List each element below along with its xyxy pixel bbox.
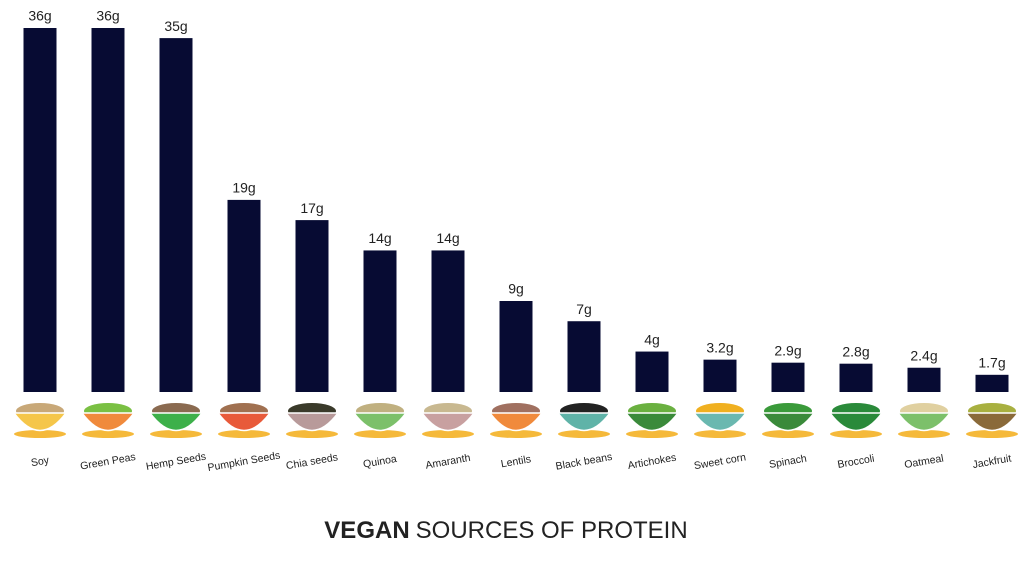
bar — [567, 321, 601, 392]
bar — [839, 363, 873, 392]
icon-shadow — [286, 430, 338, 438]
value-label: 1.7g — [978, 355, 1005, 371]
category-label: Quinoa — [362, 453, 398, 471]
bar — [295, 220, 329, 392]
icon-shadow — [354, 430, 406, 438]
bar — [771, 362, 805, 392]
icon-shadow — [830, 430, 882, 438]
category-label: Broccoli — [837, 453, 876, 471]
icon-bowl — [556, 412, 612, 432]
title-bold: VEGAN — [324, 517, 409, 544]
value-label: 35g — [164, 18, 187, 34]
category-label: Lentils — [500, 453, 532, 470]
bar — [23, 28, 57, 392]
icon-bowl — [80, 412, 136, 432]
icon-shadow — [694, 430, 746, 438]
category-label: Spinach — [768, 453, 808, 471]
category-label: Hemp Seeds — [145, 451, 207, 473]
value-label: 36g — [96, 8, 119, 24]
bar — [159, 38, 193, 392]
icon-shadow — [898, 430, 950, 438]
chart-title: VEGAN SOURCES OF PROTEIN — [324, 517, 687, 544]
icon-bowl — [828, 412, 884, 432]
value-label: 14g — [436, 230, 459, 246]
icon-shadow — [966, 430, 1018, 438]
icon-bowl — [488, 412, 544, 432]
bar — [975, 374, 1009, 392]
icon-shadow — [762, 430, 814, 438]
bar — [635, 351, 669, 392]
value-label: 4g — [644, 331, 660, 347]
icon-shadow — [218, 430, 270, 438]
category-label: Black beans — [555, 451, 613, 473]
icon-shadow — [14, 430, 66, 438]
value-label: 36g — [28, 8, 51, 24]
bar — [499, 301, 533, 392]
icon-shadow — [558, 430, 610, 438]
value-label: 3.2g — [706, 339, 733, 355]
value-label: 2.4g — [910, 347, 937, 363]
value-label: 9g — [508, 281, 524, 297]
value-label: 2.9g — [774, 342, 801, 358]
bar — [91, 28, 125, 392]
icon-bowl — [148, 412, 204, 432]
value-label: 17g — [300, 200, 323, 216]
icon-bowl — [624, 412, 680, 432]
value-label: 19g — [232, 180, 255, 196]
category-label: Jackfruit — [972, 452, 1013, 471]
bar — [431, 250, 465, 392]
category-label: Pumpkin Seeds — [207, 449, 282, 474]
bar — [363, 250, 397, 392]
title-rest: SOURCES OF PROTEIN — [416, 517, 688, 544]
icon-bowl — [420, 412, 476, 432]
icon-bowl — [216, 412, 272, 432]
icon-bowl — [12, 412, 68, 432]
icon-shadow — [422, 430, 474, 438]
bar — [907, 367, 941, 392]
icon-bowl — [692, 412, 748, 432]
category-label: Chia seeds — [285, 451, 339, 472]
category-label: Oatmeal — [903, 452, 944, 471]
icon-shadow — [82, 430, 134, 438]
category-label: Soy — [30, 454, 51, 469]
icon-bowl — [352, 412, 408, 432]
value-label: 14g — [368, 230, 391, 246]
category-label: Artichokes — [627, 452, 677, 472]
icon-bowl — [760, 412, 816, 432]
bar — [703, 359, 737, 392]
icon-bowl — [896, 412, 952, 432]
icon-shadow — [490, 430, 542, 438]
bar — [227, 199, 261, 392]
category-label: Green Peas — [79, 451, 136, 473]
icon-shadow — [150, 430, 202, 438]
value-label: 7g — [576, 301, 592, 317]
category-label: Sweet corn — [693, 451, 747, 472]
icon-bowl — [964, 412, 1020, 432]
category-label: Amaranth — [425, 452, 472, 472]
icon-bowl — [284, 412, 340, 432]
value-label: 2.8g — [842, 343, 869, 359]
icon-shadow — [626, 430, 678, 438]
